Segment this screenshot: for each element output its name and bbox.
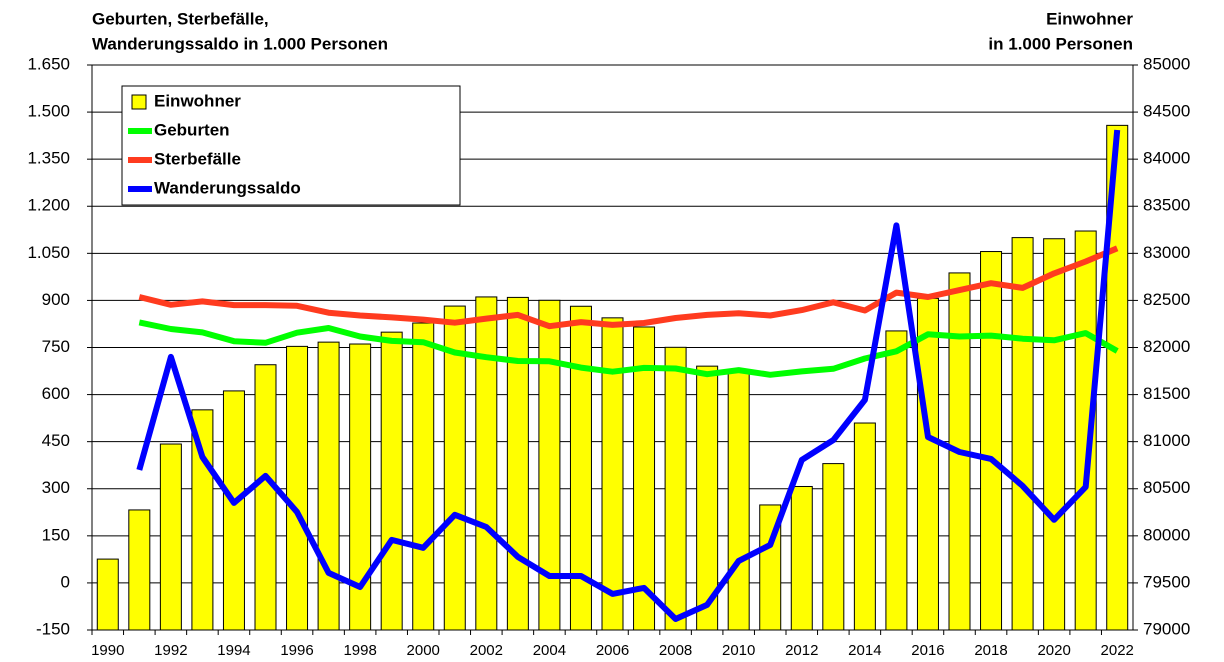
title-left-line: Wanderungssaldo in 1.000 Personen <box>92 34 388 53</box>
bar <box>254 364 277 631</box>
bar <box>822 463 845 631</box>
y-tick-label: 1.200 <box>27 196 70 215</box>
y2-tick-label: 81500 <box>1143 384 1190 403</box>
y2-tick-label: 80000 <box>1143 525 1190 544</box>
bar <box>317 341 340 631</box>
x-tick-label: 2002 <box>470 642 503 659</box>
bar <box>980 251 1003 631</box>
x-tick-label: 2008 <box>659 642 692 659</box>
bar <box>412 322 435 631</box>
bar <box>128 509 151 631</box>
legend-box <box>121 85 461 206</box>
y-tick-label: 1.500 <box>27 102 70 121</box>
plot-border <box>91 64 1134 631</box>
bar <box>159 443 182 631</box>
x-tick-label: 1992 <box>154 642 187 659</box>
legend-swatch <box>131 94 147 110</box>
bar <box>222 390 245 631</box>
y-tick-label: 0 <box>61 572 70 591</box>
x-tick-label: 2004 <box>533 642 566 659</box>
x-tick-label: 2022 <box>1101 642 1134 659</box>
y-tick-label: -150 <box>36 619 70 638</box>
x-tick-label: 2014 <box>848 642 881 659</box>
y2-tick-label: 83000 <box>1143 243 1190 262</box>
bar <box>664 346 687 631</box>
title-right-line: Einwohner <box>1046 9 1133 28</box>
y-tick-label: 150 <box>42 525 70 544</box>
x-tick-label: 1998 <box>343 642 376 659</box>
x-tick-label: 2006 <box>596 642 629 659</box>
bar <box>1043 238 1066 631</box>
y2-tick-label: 80500 <box>1143 478 1190 497</box>
bar <box>601 317 624 631</box>
y-tick-label: 1.650 <box>27 54 70 73</box>
bar <box>853 422 876 631</box>
y-tick-label: 1.050 <box>27 243 70 262</box>
x-tick-label: 2018 <box>974 642 1007 659</box>
y2-tick-label: 79000 <box>1143 619 1190 638</box>
x-tick-label: 2000 <box>407 642 440 659</box>
legend-label: Sterbefälle <box>154 149 241 168</box>
line-series <box>138 245 1119 330</box>
bar <box>286 345 309 631</box>
legend-label: Einwohner <box>154 91 241 110</box>
legend-label: Geburten <box>154 120 230 139</box>
line-series <box>136 129 1121 622</box>
bar <box>96 558 119 631</box>
title-left-line: Geburten, Sterbefälle, <box>92 9 269 28</box>
bar <box>1011 237 1034 631</box>
y-tick-label: 900 <box>42 290 70 309</box>
y2-tick-label: 83500 <box>1143 196 1190 215</box>
legend-label: Wanderungssaldo <box>154 178 301 197</box>
y2-tick-label: 79500 <box>1143 572 1190 591</box>
y2-tick-label: 82500 <box>1143 290 1190 309</box>
bar <box>475 296 498 631</box>
x-tick-label: 1990 <box>91 642 124 659</box>
y-tick-label: 600 <box>42 384 70 403</box>
bar <box>380 331 403 631</box>
y2-tick-label: 84500 <box>1143 102 1190 121</box>
x-tick-label: 2016 <box>911 642 944 659</box>
bar <box>538 299 561 631</box>
y-tick-label: 750 <box>42 337 70 356</box>
x-tick-label: 2012 <box>785 642 818 659</box>
bar <box>790 485 813 631</box>
x-tick-label: 2010 <box>722 642 755 659</box>
y2-tick-label: 84000 <box>1143 149 1190 168</box>
line-series <box>138 319 1119 378</box>
bar <box>727 370 750 631</box>
x-tick-label: 2020 <box>1037 642 1070 659</box>
title-right-line: in 1.000 Personen <box>988 34 1133 53</box>
y2-tick-label: 85000 <box>1143 54 1190 73</box>
y-tick-label: 1.350 <box>27 149 70 168</box>
bar <box>885 330 908 631</box>
x-tick-label: 1996 <box>280 642 313 659</box>
bar <box>633 326 656 631</box>
y2-tick-label: 82000 <box>1143 337 1190 356</box>
y2-tick-label: 81000 <box>1143 431 1190 450</box>
x-tick-label: 1994 <box>217 642 250 659</box>
bar <box>506 296 529 631</box>
bar <box>916 297 939 631</box>
y-tick-label: 450 <box>42 431 70 450</box>
y-tick-label: 300 <box>42 478 70 497</box>
